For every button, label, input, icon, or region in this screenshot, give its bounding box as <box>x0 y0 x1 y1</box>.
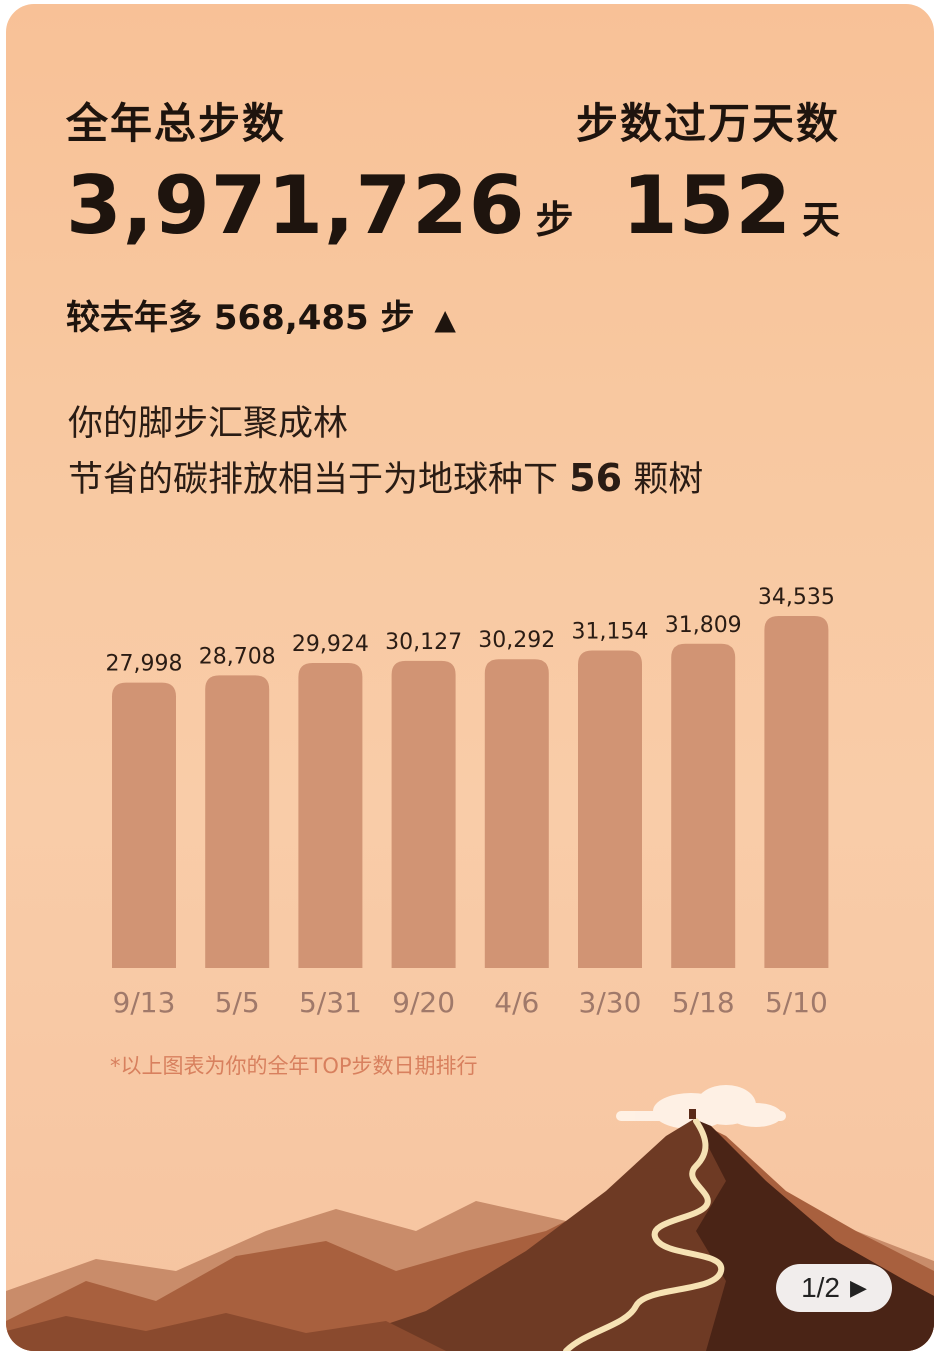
eco-line-2-prefix: 节省的碳排放相当于为地球种下 <box>68 460 559 500</box>
chart-category-label: 9/13 <box>113 986 176 1019</box>
compare-value: 568,485 <box>213 298 369 338</box>
compare-unit: 步 <box>380 298 415 338</box>
chart-bar <box>205 675 270 968</box>
eco-line-2-suffix: 颗树 <box>633 460 704 500</box>
chart-bar <box>484 659 549 968</box>
chart-category-label: 3/30 <box>579 986 642 1019</box>
chart-value-label: 31,154 <box>572 619 649 644</box>
eco-message: 你的脚步汇聚成林 节省的碳排放相当于为地球种下 56 颗树 <box>68 397 703 507</box>
chart-bar <box>578 650 642 968</box>
pager-button[interactable]: 1/2 ▶ <box>776 1264 892 1312</box>
chart-category-label: 5/31 <box>299 986 362 1019</box>
summary-card: 全年总步数 3,971,726 步 较去年多 568,485 步 ▲ 步数过万天数… <box>6 4 934 1351</box>
foreground-hills <box>6 1313 446 1351</box>
chart-footnote: *以上图表为你的全年TOP步数日期排行 <box>110 1054 478 1078</box>
chart-category-label: 9/20 <box>392 986 455 1019</box>
chart-category-label: 5/5 <box>215 986 260 1019</box>
chart-bar <box>112 682 176 968</box>
over-10k-days-block: 步数过万天数 152 天 <box>576 96 840 276</box>
over-10k-days-unit: 天 <box>801 198 840 242</box>
summit-marker <box>689 1109 696 1119</box>
winding-road <box>563 1118 725 1351</box>
over-10k-days-row: 152 天 <box>576 158 840 276</box>
chart-value-label: 31,809 <box>665 613 742 638</box>
over-10k-days-value: 152 <box>621 159 792 252</box>
total-steps-label: 全年总步数 <box>66 99 287 148</box>
up-triangle-icon: ▲ <box>434 303 456 336</box>
eco-line-2: 节省的碳排放相当于为地球种下 56 颗树 <box>68 451 703 507</box>
total-steps-row: 3,971,726 步 <box>66 158 573 276</box>
chart-value-label: 30,292 <box>478 628 555 653</box>
chart-value-label: 27,998 <box>106 652 183 677</box>
chart-value-label: 30,127 <box>385 630 462 655</box>
chart-bar <box>671 643 736 968</box>
chart-bar <box>298 662 363 968</box>
mountain-shadow <box>694 1119 934 1351</box>
chart-category-label: 5/10 <box>765 986 828 1019</box>
chart-value-label: 29,924 <box>292 632 369 657</box>
cloud-illustration <box>616 1085 786 1129</box>
pager-text: 1/2 <box>801 1272 840 1303</box>
play-arrow-icon: ▶ <box>850 1275 867 1300</box>
total-steps-unit: 步 <box>535 198 574 242</box>
chart-bar <box>391 660 456 968</box>
chart-value-label: 28,708 <box>199 644 276 669</box>
top-steps-bar-chart: 27,998 9/13 28,708 5/5 29,924 5/31 30,127 9/20 3… <box>106 585 835 1019</box>
total-steps-block: 全年总步数 3,971,726 步 较去年多 568,485 步 ▲ <box>66 96 573 339</box>
total-steps-value: 3,971,726 <box>66 159 526 252</box>
eco-line-1: 你的脚步汇聚成林 <box>68 404 349 444</box>
tree-count: 56 <box>569 456 623 500</box>
compare-prefix: 较去年多 <box>66 298 202 338</box>
chart-category-label: 5/18 <box>672 986 735 1019</box>
chart-category-label: 4/6 <box>494 986 539 1019</box>
year-over-year-compare: 较去年多 568,485 步 ▲ <box>66 290 573 339</box>
chart-value-label: 34,535 <box>758 585 835 610</box>
chart-bar <box>764 616 829 968</box>
over-10k-days-label: 步数过万天数 <box>575 99 840 148</box>
